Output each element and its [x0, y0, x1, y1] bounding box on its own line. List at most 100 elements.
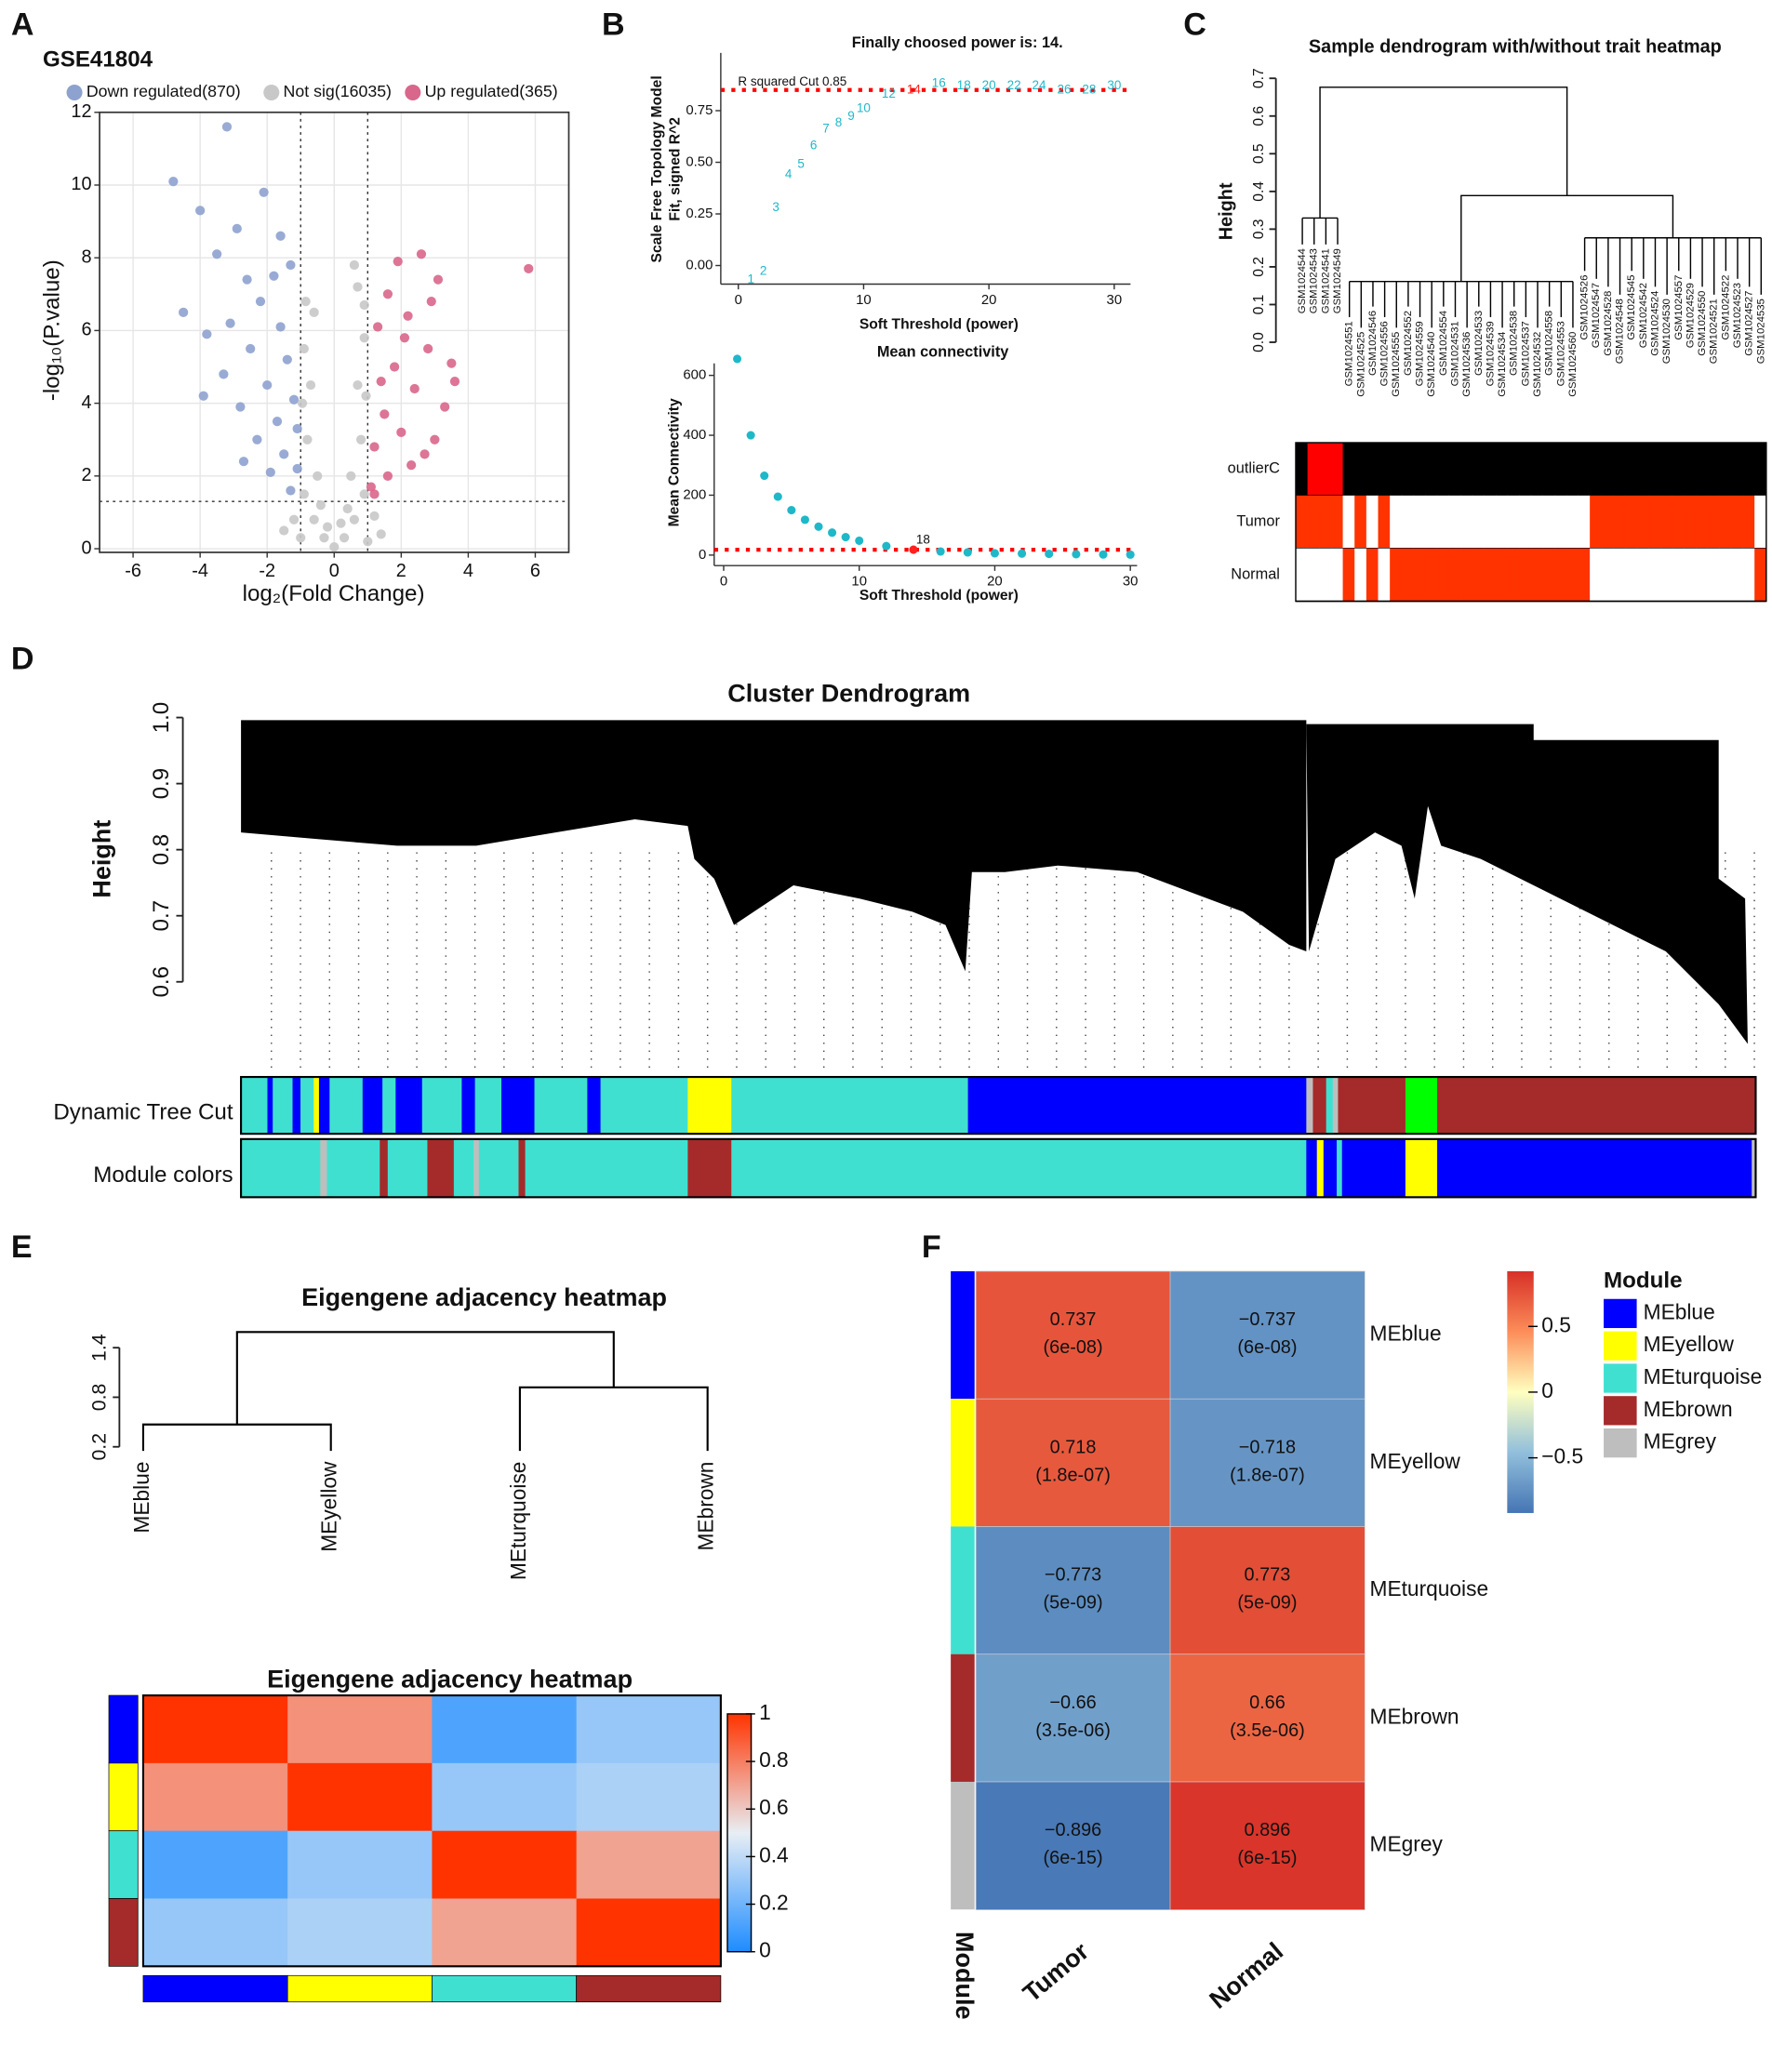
- module-segment: [241, 1077, 268, 1135]
- y-tick-label: 0.25: [686, 206, 713, 221]
- point: [800, 515, 809, 525]
- trait-cell: [1742, 443, 1755, 496]
- y-tick-label: 0.1: [1251, 295, 1267, 315]
- heatmap-cell: [975, 1270, 1171, 1400]
- colorbar-tick-label: 0: [759, 1938, 771, 1962]
- row-color-strip: [108, 1762, 139, 1832]
- trait-cell: [1507, 548, 1520, 602]
- trait-cell: [1530, 443, 1543, 496]
- x-tick-label: 0: [735, 293, 742, 308]
- column-label: Normal: [1205, 1937, 1289, 2014]
- module-segment: [478, 1138, 519, 1198]
- module-segment: [326, 1138, 380, 1198]
- leaf-label: GSM1024531: [1449, 321, 1460, 386]
- trait-frame: [1295, 442, 1767, 603]
- point: [279, 449, 289, 459]
- trait-cell: [1413, 548, 1426, 602]
- trait-cell: [1484, 548, 1497, 602]
- point: [359, 333, 369, 343]
- trait-cell: [1625, 495, 1638, 549]
- heatmap-cell: [576, 1695, 722, 1764]
- heatmap-cell: [1169, 1270, 1366, 1400]
- trait-cell: [1554, 548, 1567, 602]
- leaf-label: GSM1024551: [1344, 321, 1355, 386]
- y-tick-label: 400: [683, 428, 706, 443]
- leaf-label: GSM1024523: [1732, 283, 1743, 348]
- module-segment: [1337, 1138, 1343, 1198]
- row-color-strip: [951, 1526, 975, 1654]
- module-segment: [329, 1077, 364, 1135]
- trait-cell: [1625, 443, 1638, 496]
- y-tick-label: 600: [683, 368, 706, 383]
- module-segment: [387, 1138, 428, 1198]
- colorbar-tick-label: 0.8: [759, 1747, 789, 1772]
- trait-cell: [1542, 495, 1555, 549]
- trait-cell: [1542, 443, 1555, 496]
- column-label: Tumor: [1018, 1937, 1094, 2008]
- trait-cell: [1730, 495, 1743, 549]
- point: [275, 231, 286, 241]
- module-bar-frame: [240, 1075, 1757, 1136]
- trait-label: Normal: [1231, 565, 1280, 582]
- legend-swatch: [1604, 1428, 1637, 1458]
- y-tick-label: 0.8: [87, 1384, 110, 1412]
- leaf-label: GSM1024542: [1638, 283, 1649, 348]
- point-label: 4: [785, 166, 793, 180]
- point: [369, 489, 380, 499]
- point: [300, 297, 311, 307]
- trait-cell: [1601, 443, 1614, 496]
- point-label: 9: [847, 109, 855, 123]
- module-segment: [300, 1077, 314, 1135]
- point: [449, 377, 460, 387]
- point: [359, 299, 369, 311]
- point: [376, 529, 386, 539]
- y-tick-label: 0.2: [87, 1433, 110, 1461]
- trait-cell: [1565, 548, 1579, 602]
- trait-cell: [1319, 548, 1332, 602]
- point: [265, 467, 275, 478]
- module-segment: [320, 1138, 327, 1198]
- trait-cell: [1613, 548, 1626, 602]
- leaf-label: GSM1024539: [1485, 321, 1496, 386]
- point: [963, 548, 972, 557]
- trait-cell: [1730, 548, 1743, 602]
- heatmap-cell: [287, 1695, 433, 1764]
- trait-cell: [1730, 443, 1743, 496]
- module-segment: [362, 1077, 383, 1135]
- trait-cell: [1401, 443, 1414, 496]
- point: [787, 506, 796, 515]
- point: [319, 533, 329, 543]
- leaf-label: GSM1024549: [1332, 248, 1343, 313]
- heatmap-cell: [1169, 1398, 1366, 1528]
- module-segment: [1437, 1077, 1756, 1135]
- module-segment: [731, 1138, 1307, 1198]
- trait-cell: [1684, 443, 1697, 496]
- trait-cell: [1472, 495, 1485, 549]
- trait-cell: [1707, 443, 1720, 496]
- point: [361, 391, 371, 401]
- module-segment: [453, 1138, 474, 1198]
- point-label: 24: [1033, 78, 1046, 92]
- y-tick-label: 0.8: [149, 834, 174, 866]
- y-tick-label: 0.0: [1251, 332, 1267, 352]
- trait-cell: [1507, 495, 1520, 549]
- y-axis-label: Module: [951, 1932, 979, 2019]
- x-axis-label: Soft Threshold (power): [859, 317, 1019, 333]
- module-segment: [1368, 1077, 1406, 1135]
- chart-title: Cluster Dendrogram: [727, 680, 970, 708]
- leaf-label: MEbrown: [694, 1462, 718, 1551]
- module-segment: [501, 1077, 535, 1135]
- point: [168, 176, 179, 187]
- trait-cell: [1378, 443, 1391, 496]
- y-tick-label: 0.5: [1251, 143, 1267, 164]
- trait-cell: [1578, 495, 1591, 549]
- point: [1045, 550, 1054, 559]
- row-color-strip: [108, 1898, 139, 1967]
- heatmap-cell: [1169, 1654, 1366, 1783]
- heatmap-cell: [142, 1762, 288, 1832]
- heatmap-cell: [432, 1830, 578, 1899]
- point: [272, 417, 283, 427]
- leaf-label: GSM1024528: [1603, 291, 1614, 356]
- trait-cell: [1390, 443, 1403, 496]
- point: [814, 522, 823, 531]
